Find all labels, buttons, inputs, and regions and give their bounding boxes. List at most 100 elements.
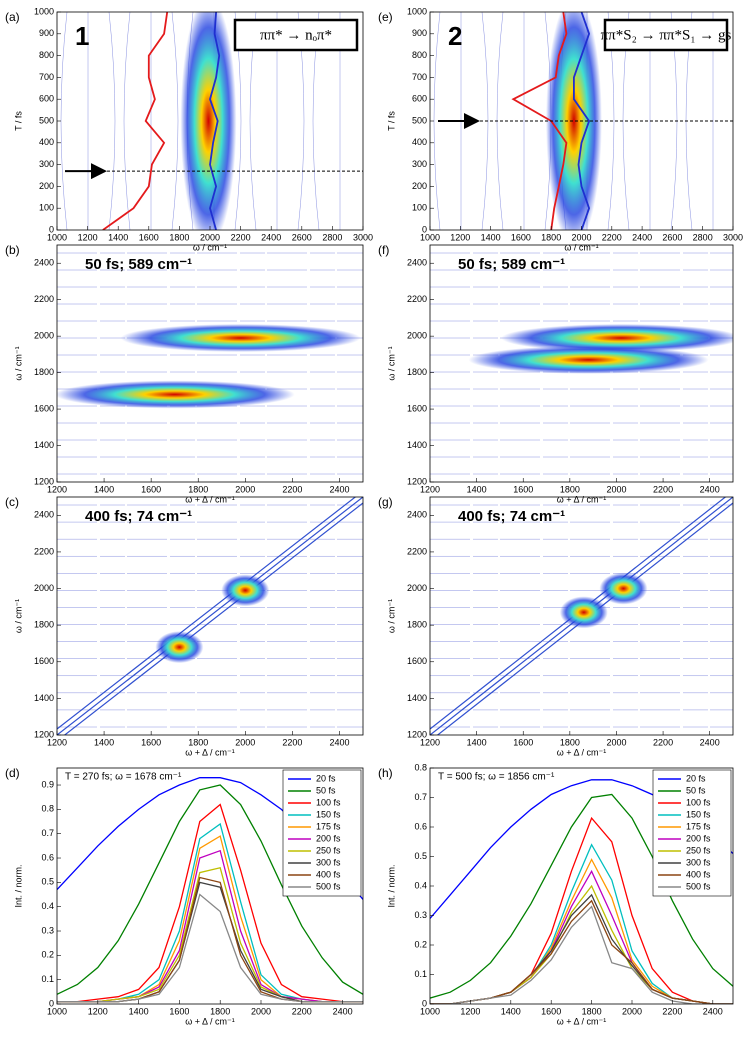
y-tick-label: 0.1 (414, 969, 427, 979)
axes-frame (429, 496, 734, 736)
annotation: 400 fs; 74 cm⁻¹ (458, 508, 565, 525)
x-axis-label: ω + Δ / cm⁻¹ (557, 747, 607, 757)
legend-label: 175 fs (686, 821, 711, 831)
legend-label: 50 fs (316, 785, 336, 795)
panel: 1200 1400 1600 1800 2000 2200 2400 1200 1400 1600… (378, 495, 734, 757)
y-tick-label: 0.2 (41, 950, 54, 960)
y-tick-label: 0.8 (414, 762, 427, 772)
x-tick-label: 2400 (333, 1006, 353, 1016)
x-tick-label: 2400 (700, 484, 720, 494)
x-tick-label: 1800 (169, 232, 189, 242)
panel-label: (a) (5, 10, 20, 24)
y-tick-label: 0.9 (41, 779, 54, 789)
y-tick-label: 800 (412, 50, 427, 60)
x-tick-label: 1400 (94, 737, 114, 747)
x-tick-label: 2000 (622, 1006, 642, 1016)
panel-label: (d) (5, 766, 20, 780)
y-tick-label: 1800 (407, 620, 427, 630)
y-tick-label: 300 (412, 159, 427, 169)
axes-frame (56, 767, 364, 1005)
y-tick-label: 100 (412, 203, 427, 213)
y-tick-label: 0.1 (41, 974, 54, 984)
y-tick-label: 600 (412, 94, 427, 104)
legend-label: 300 fs (316, 857, 341, 867)
contour-line (171, 12, 179, 230)
panel: 20 fs 50 fs 100 fs 150 fs 175 fs 200 fs 250 fs… (5, 766, 364, 1026)
legend-label: 250 fs (686, 845, 711, 855)
x-axis-label: ω + Δ / cm⁻¹ (557, 1016, 607, 1026)
y-tick-label: 2400 (34, 258, 54, 268)
panel: 1000 1200 1400 1600 1800 2000 2200 2400 2600 2800… (378, 6, 743, 252)
panel-tag: 2 (448, 21, 462, 51)
y-tick-label: 1200 (407, 476, 427, 486)
x-tick-label: 2000 (235, 484, 255, 494)
x-tick-label: 1000 (420, 232, 440, 242)
legend-label: 500 fs (686, 881, 711, 891)
x-tick-label: 1200 (420, 737, 440, 747)
y-tick-label: 200 (39, 181, 54, 191)
y-tick-label: 1600 (34, 656, 54, 666)
x-tick-label: 2400 (632, 232, 652, 242)
x-tick-label: 2400 (329, 484, 349, 494)
y-tick-label: 300 (39, 159, 54, 169)
contour-line (433, 12, 441, 230)
peak (501, 323, 733, 352)
series-line (57, 893, 363, 1003)
panel-tag: 1 (75, 21, 89, 51)
legend-label: 250 fs (316, 845, 341, 855)
annotation: ππ*S₂ → ππ*S₁ → gs (601, 27, 732, 43)
y-tick-label: 0.7 (414, 792, 427, 802)
y-tick-label: 400 (412, 137, 427, 147)
x-tick-label: 1600 (139, 232, 159, 242)
y-axis-label: T / fs (13, 111, 23, 131)
x-tick-label: 1200 (420, 484, 440, 494)
legend-label: 150 fs (316, 809, 341, 819)
panel-label: (g) (378, 495, 393, 509)
series-line (430, 905, 733, 1004)
y-tick-label: 500 (39, 115, 54, 125)
annotation-box (233, 18, 359, 52)
x-tick-label: 1200 (88, 1006, 108, 1016)
y-tick-label: 900 (39, 28, 54, 38)
peak (545, 12, 602, 230)
y-tick-label: 1800 (34, 620, 54, 630)
x-tick-label: 2800 (322, 232, 342, 242)
y-tick-label: 2000 (407, 583, 427, 593)
y-axis-label: T / fs (386, 111, 396, 131)
legend-label: 300 fs (686, 857, 711, 867)
y-tick-label: 0 (49, 224, 54, 234)
y-tick-label: 0 (422, 998, 427, 1008)
y-axis-label: ω / cm⁻¹ (13, 346, 23, 380)
y-tick-label: 900 (412, 28, 427, 38)
y-tick-label: 0.6 (41, 852, 54, 862)
y-tick-label: 2000 (34, 583, 54, 593)
y-tick-label: 400 (39, 137, 54, 147)
x-tick-label: 1000 (47, 1006, 67, 1016)
contour-line (60, 12, 68, 230)
x-tick-label: 1000 (47, 232, 67, 242)
contour-line (123, 12, 131, 230)
plot-area (57, 497, 363, 735)
legend-label: 50 fs (686, 785, 706, 795)
x-axis-label: ω + Δ / cm⁻¹ (185, 747, 235, 757)
x-tick-label: 1200 (460, 1006, 480, 1016)
x-tick-label: 1400 (467, 737, 487, 747)
panel-label: (e) (378, 10, 393, 24)
y-tick-label: 1000 (407, 6, 427, 16)
x-tick-label: 2200 (292, 1006, 312, 1016)
series-line (430, 884, 733, 1004)
x-tick-label: 1800 (560, 484, 580, 494)
y-tick-label: 1400 (407, 440, 427, 450)
diagonal-band (63, 502, 363, 735)
y-tick-label: 0.6 (414, 821, 427, 831)
y-tick-label: 2200 (407, 546, 427, 556)
y-tick-label: 1400 (407, 693, 427, 703)
x-tick-label: 1200 (47, 737, 67, 747)
plot-area (430, 779, 733, 1004)
y-tick-label: 1800 (407, 367, 427, 377)
y-tick-label: 2200 (34, 294, 54, 304)
legend-label: 100 fs (316, 797, 341, 807)
x-tick-label: 1800 (188, 484, 208, 494)
x-tick-label: 2200 (653, 737, 673, 747)
y-tick-label: 1200 (34, 476, 54, 486)
